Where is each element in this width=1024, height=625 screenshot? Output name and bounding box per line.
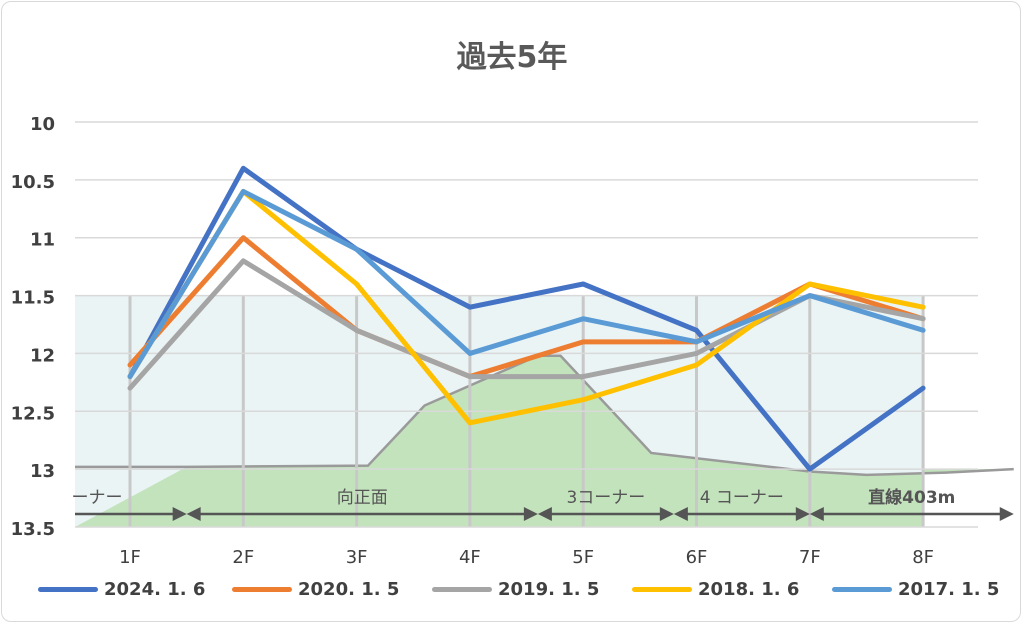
section-label: 4 コーナー — [700, 488, 784, 508]
x-tick-label: 6F — [686, 547, 708, 568]
legend-item: 2024. 1. 6 — [38, 575, 205, 603]
legend-item: 2017. 1. 5 — [832, 575, 999, 603]
section-arrowhead-right — [172, 507, 187, 521]
section-arrowhead-right — [999, 507, 1014, 521]
y-tick-label: 11 — [30, 230, 55, 251]
course-section: 4 コーナー — [673, 488, 810, 521]
section-arrowhead-left — [186, 507, 201, 521]
legend-item: 2019. 1. 5 — [432, 575, 599, 603]
y-tick-label: 13 — [30, 461, 55, 482]
legend: 2024. 1. 6 2020. 1. 5 2019. 1. 5 2018. 1. 6… — [0, 575, 1024, 605]
legend-label: 2018. 1. 6 — [698, 578, 800, 600]
x-tick-label: 2F — [232, 547, 254, 568]
section-label: ーナー — [72, 488, 123, 508]
series-line — [127, 165, 926, 472]
y-tick-label: 10.5 — [11, 172, 55, 193]
section-label: 直線403m — [868, 487, 955, 508]
legend-swatch — [632, 586, 692, 592]
course-section: 直線403m — [809, 487, 1014, 521]
legend-label: 2020. 1. 5 — [298, 578, 400, 600]
section-arrowhead-right — [795, 507, 810, 521]
legend-swatch — [232, 586, 292, 592]
legend-label: 2019. 1. 5 — [498, 578, 600, 600]
section-arrowhead-left — [809, 507, 824, 521]
x-tick-label: 1F — [119, 547, 141, 568]
legend-swatch — [832, 586, 892, 592]
x-tick-label: 7F — [799, 547, 821, 568]
y-tick-label: 11.5 — [11, 288, 55, 309]
chart-title: 過去5年 — [456, 40, 568, 75]
course-section: 3コーナー — [537, 488, 674, 521]
legend-label: 2017. 1. 5 — [898, 578, 1000, 600]
course-section: 向正面 — [186, 488, 538, 521]
course-section: ーナー — [72, 488, 187, 521]
legend-label: 2024. 1. 6 — [104, 578, 206, 600]
elevation-area — [75, 355, 1014, 527]
section-arrowhead-left — [673, 507, 688, 521]
x-tick-label: 8F — [912, 547, 934, 568]
x-tick-label: 3F — [346, 547, 368, 568]
y-tick-label: 10 — [30, 114, 55, 135]
series-line — [127, 188, 926, 380]
y-tick-label: 12.5 — [11, 403, 55, 424]
y-tick-label: 13.5 — [11, 519, 55, 540]
section-arrowhead-right — [659, 507, 674, 521]
legend-swatch — [432, 586, 492, 592]
section-arrowhead-left — [537, 507, 552, 521]
section-label: 向正面 — [337, 488, 388, 508]
legend-item: 2020. 1. 5 — [232, 575, 399, 603]
series-line — [127, 188, 926, 426]
y-tick-label: 12 — [30, 345, 55, 366]
legend-item: 2018. 1. 6 — [632, 575, 799, 603]
section-arrowhead-right — [523, 507, 538, 521]
elevation-line — [75, 354, 1014, 477]
series-line — [127, 235, 926, 380]
x-tick-label: 5F — [572, 547, 594, 568]
x-tick-label: 4F — [459, 547, 481, 568]
legend-swatch — [38, 586, 98, 592]
section-label: 3コーナー — [566, 488, 645, 508]
